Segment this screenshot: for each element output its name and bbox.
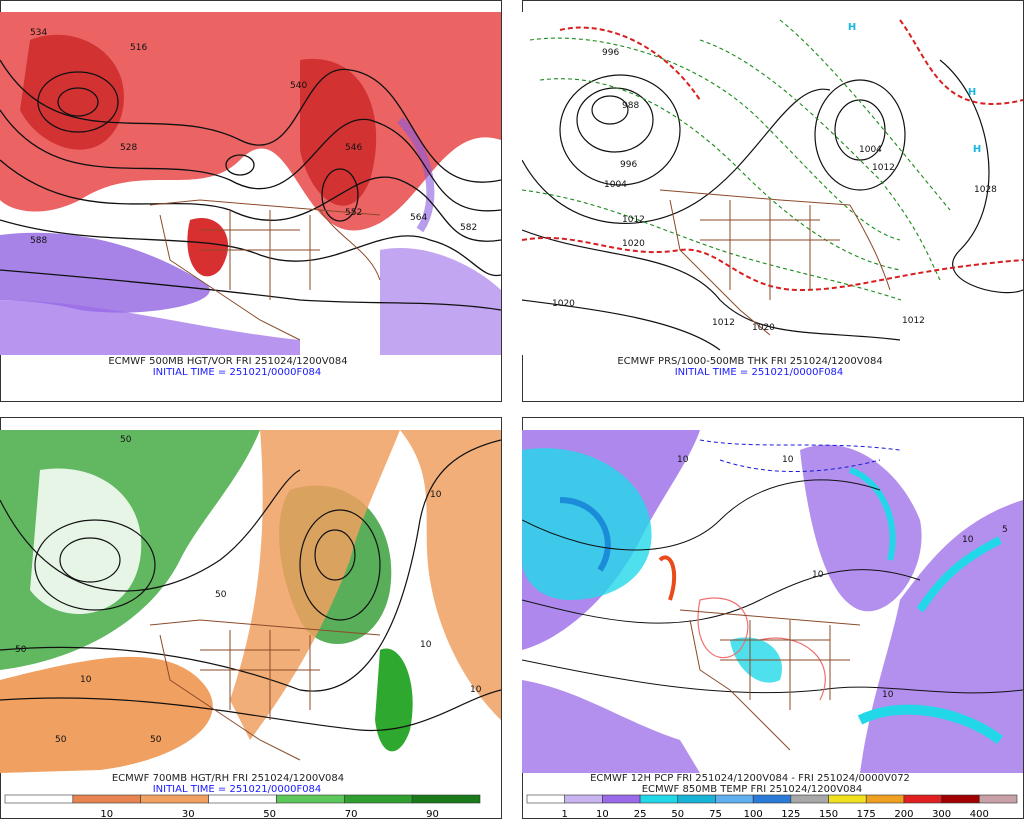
contour-label: 10 <box>430 490 442 500</box>
colorbar-swatch <box>72 794 142 804</box>
contour-label: 10 <box>882 690 894 700</box>
map-700mb <box>0 430 501 773</box>
contour-label: 50 <box>215 590 227 600</box>
contour-label: 10 <box>420 640 432 650</box>
contour-label: 50 <box>55 735 67 745</box>
labels-layer: ECMWF 500MB HGT/VOR FRI 251024/1200V084I… <box>4 22 1018 819</box>
contour-label: 1020 <box>622 239 645 249</box>
contour-label: 1012 <box>902 316 925 326</box>
contour-label: 1004 <box>604 180 627 190</box>
colorbar-swatch <box>752 794 792 804</box>
contour-label: 1004 <box>859 145 882 155</box>
caption: ECMWF 500MB HGT/VOR FRI 251024/1200V084 <box>108 356 347 367</box>
colorbar-label: 75 <box>709 809 722 819</box>
map-precip <box>522 430 1023 773</box>
colorbar-label: 70 <box>345 809 358 819</box>
colorbar-swatch <box>941 794 980 804</box>
colorbar-label: 100 <box>744 809 763 819</box>
colorbar-label: 150 <box>819 809 838 819</box>
contour-label: 5 <box>1002 525 1008 535</box>
contour-label: 534 <box>30 28 47 38</box>
colorbar-label: 200 <box>894 809 913 819</box>
colorbar-label: 50 <box>671 809 684 819</box>
colorbar-swatch <box>790 794 829 804</box>
contour-label: 1020 <box>752 323 775 333</box>
contour-label: 50 <box>15 645 27 655</box>
contour-label: 546 <box>345 143 362 153</box>
contour-label: 10 <box>962 535 974 545</box>
colorbar-swatch <box>903 794 942 804</box>
contour-label: 552 <box>345 208 362 218</box>
caption: ECMWF PRS/1000-500MB THK FRI 251024/1200… <box>617 356 882 367</box>
contour-label: 1012 <box>872 163 895 173</box>
colorbar-swatch <box>4 794 74 804</box>
colorbar-swatch <box>639 794 679 804</box>
colorbar-label: 90 <box>426 809 439 819</box>
contour-label: 540 <box>290 81 307 91</box>
contour-label: 10 <box>470 685 482 695</box>
contour-label: 10 <box>812 570 824 580</box>
colorbar-label: 30 <box>182 809 195 819</box>
contour-label: 996 <box>602 48 619 58</box>
colorbar-label: 300 <box>932 809 951 819</box>
colorbar-label: 10 <box>596 809 609 819</box>
colorbar-label: 125 <box>781 809 800 819</box>
colorbar-swatch <box>276 794 345 804</box>
initial-time: INITIAL TIME = 251021/0000F084 <box>675 367 844 378</box>
colorbar-swatch <box>828 794 867 804</box>
colorbar-swatch <box>865 794 905 804</box>
contour-label: 50 <box>150 735 162 745</box>
contour-label: 10 <box>80 675 92 685</box>
high-pressure-symbol: H <box>848 22 856 33</box>
contour-label: 50 <box>120 435 132 445</box>
colorbar-swatch <box>343 794 413 804</box>
caption: ECMWF 12H PCP FRI 251024/1200V084 - FRI … <box>590 773 910 784</box>
colorbar-swatch <box>564 794 603 804</box>
colorbar-swatch <box>979 794 1018 804</box>
colorbar-label: 175 <box>857 809 876 819</box>
subcaption: ECMWF 850MB TEMP FRI 251024/1200V084 <box>642 784 863 795</box>
contour-label: 582 <box>460 223 477 233</box>
colorbar-swatch <box>411 794 481 804</box>
contour-label: 996 <box>620 160 637 170</box>
colorbar-swatch <box>715 794 754 804</box>
contour-label: 1028 <box>974 185 997 195</box>
colorbar-swatch <box>602 794 641 804</box>
colorbar-swatch <box>208 794 277 804</box>
high-pressure-symbol: H <box>968 87 976 98</box>
initial-time: INITIAL TIME = 251021/0000F084 <box>153 784 322 795</box>
contour-label: 10 <box>782 455 794 465</box>
contour-label: 564 <box>410 213 427 223</box>
colorbar-swatch <box>677 794 716 804</box>
colorbar-label: 1 <box>562 809 568 819</box>
colorbar-swatch <box>526 794 565 804</box>
colorbar-label: 10 <box>100 809 113 819</box>
colorbar-label: 50 <box>263 809 276 819</box>
contour-label: 1012 <box>712 318 735 328</box>
contour-label: 588 <box>30 236 47 246</box>
caption: ECMWF 700MB HGT/RH FRI 251024/1200V084 <box>112 773 344 784</box>
contour-label: 516 <box>130 43 147 53</box>
map-500mb <box>0 12 501 355</box>
contour-label: 1012 <box>622 215 645 225</box>
contour-label: 988 <box>622 101 639 111</box>
initial-time: INITIAL TIME = 251021/0000F084 <box>153 367 322 378</box>
colorbar-label: 25 <box>634 809 647 819</box>
high-pressure-symbol: H <box>973 144 981 155</box>
map-mslp <box>522 12 1023 355</box>
colorbar-label: 400 <box>970 809 989 819</box>
contour-label: 10 <box>677 455 689 465</box>
contour-label: 1020 <box>552 299 575 309</box>
contour-label: 528 <box>120 143 137 153</box>
colorbar-swatch <box>140 794 209 804</box>
